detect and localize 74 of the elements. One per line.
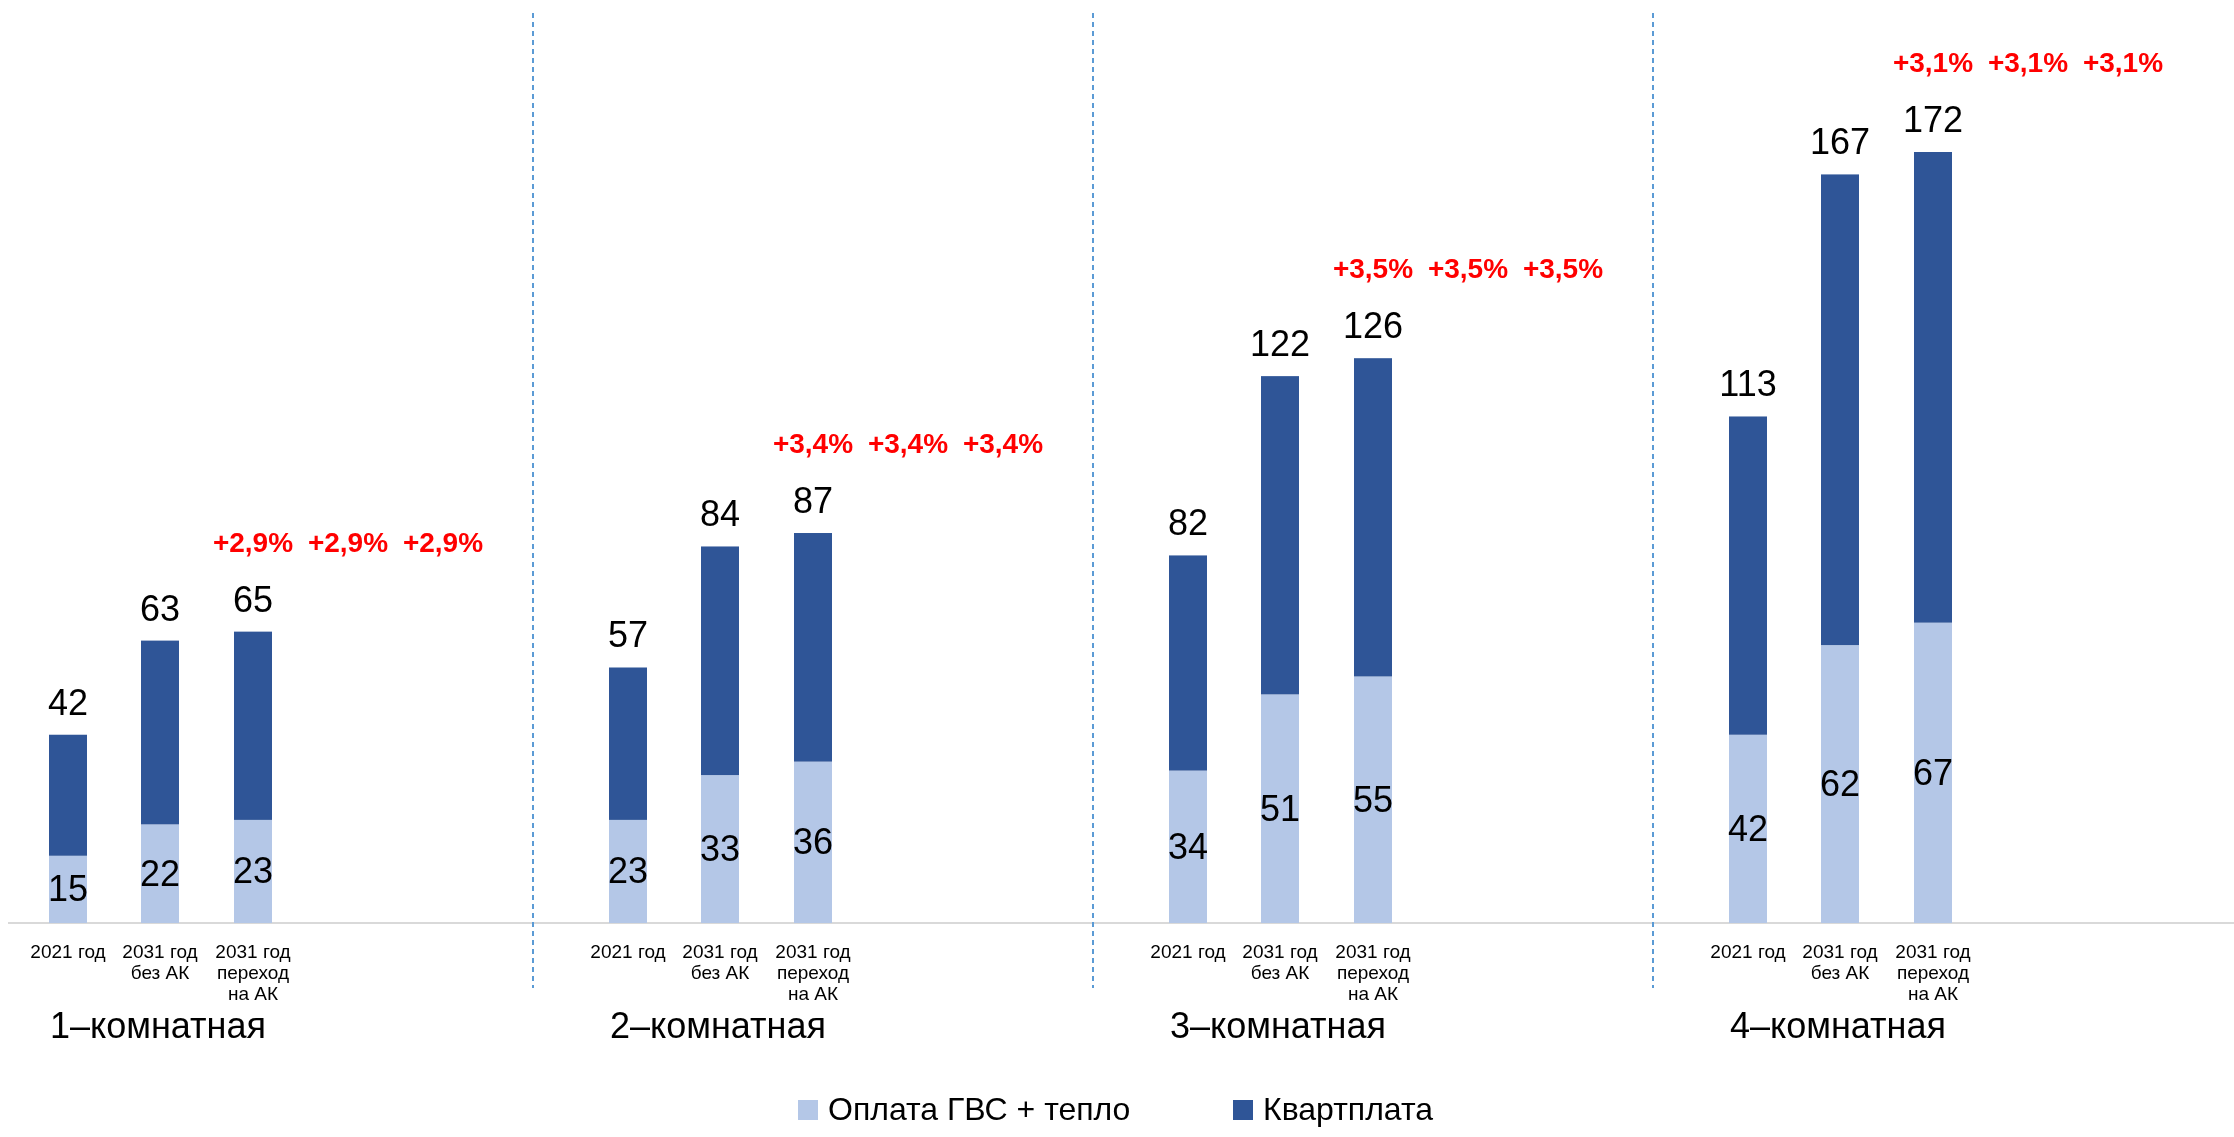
bar <box>1354 358 1392 677</box>
bar <box>49 734 87 856</box>
data-label: 34 <box>1167 825 1209 867</box>
bar <box>1914 152 1952 623</box>
bar <box>1261 376 1299 695</box>
bar <box>1261 694 1299 923</box>
x-tick-label: 2021 год <box>1150 941 1226 962</box>
bar <box>1169 555 1207 771</box>
total-label: 126 <box>1342 305 1404 347</box>
x-tick-label: 2031 год переход на АК <box>215 941 291 1004</box>
data-label: 62 <box>1819 763 1861 805</box>
bar <box>234 631 272 820</box>
x-tick-label: 2031 год переход на АК <box>775 941 851 1004</box>
bar <box>701 775 739 923</box>
x-tick-label: 2031 год переход на АК <box>1335 941 1411 1004</box>
text: +3,1% <box>1892 47 1974 78</box>
x-axis-title: 3–комнатная <box>1170 1005 1386 1046</box>
text: +3,5% <box>1332 253 1414 285</box>
text: +3,1% <box>2082 47 2164 78</box>
total-label: 113 <box>1719 363 1777 405</box>
data-label: 51 <box>1259 787 1301 829</box>
total-label: 122 <box>1249 323 1311 365</box>
data-label: 55 <box>1352 778 1394 820</box>
bar <box>1729 734 1767 923</box>
total-label: 167 <box>1809 121 1871 163</box>
x-axis-title: 1–комнатная <box>50 1005 266 1046</box>
text: +3,4% <box>772 428 854 460</box>
bar <box>1821 645 1859 923</box>
data-label: 36 <box>792 821 834 863</box>
text: +2,9% <box>402 526 484 558</box>
bar <box>794 533 832 762</box>
data-label: 67 <box>1912 751 1954 793</box>
x-tick-label: 2031 год без АК <box>122 941 198 983</box>
bar <box>141 640 179 825</box>
x-tick-label: 2021 год <box>30 941 106 962</box>
data-label: 23 <box>607 850 649 892</box>
text: +3,4% <box>867 428 949 460</box>
total-label: 84 <box>699 493 741 535</box>
total-label: 42 <box>47 681 89 723</box>
data-label: 42 <box>1727 807 1769 849</box>
bar <box>1729 416 1767 735</box>
total-label: 63 <box>139 587 181 629</box>
x-axis-title: 2–комнатная <box>610 1005 826 1046</box>
x-tick-label: 2031 год переход на АК <box>1895 941 1971 1004</box>
bar <box>1354 676 1392 923</box>
text: +2,9% <box>307 526 389 558</box>
x-tick-label: 2021 год <box>1710 941 1786 962</box>
x-tick-label: 2021 год <box>590 941 666 962</box>
total-label: 87 <box>792 480 834 522</box>
data-label: 22 <box>139 852 181 894</box>
total-label: 82 <box>1167 502 1209 544</box>
x-tick-label: 2031 год без АК <box>682 941 758 983</box>
x-axis-title: 4–комнатная <box>1730 1005 1946 1046</box>
text: +2,9% <box>212 526 294 558</box>
x-tick-label: 2031 год без АК <box>1242 941 1318 983</box>
total-label: 172 <box>1902 99 1964 140</box>
data-label: 23 <box>232 850 274 892</box>
legend-label: Квартплата <box>1263 1091 1434 1127</box>
bar <box>1169 770 1207 923</box>
total-label: 57 <box>607 614 649 656</box>
bar <box>1914 622 1952 923</box>
legend-label: Оплата ГВС + тепло <box>828 1091 1131 1127</box>
bar <box>609 667 647 820</box>
bar <box>794 761 832 923</box>
text: +3,5% <box>1522 253 1604 285</box>
text: +3,4% <box>962 428 1044 460</box>
text: +3,1% <box>1987 47 2069 78</box>
bar <box>701 546 739 776</box>
x-tick-label: 2031 год без АК <box>1802 941 1878 983</box>
text: +3,5% <box>1427 253 1509 285</box>
data-label: 15 <box>47 868 89 910</box>
total-label: 65 <box>232 578 274 620</box>
data-label: 33 <box>699 828 741 870</box>
bar <box>1821 174 1859 646</box>
